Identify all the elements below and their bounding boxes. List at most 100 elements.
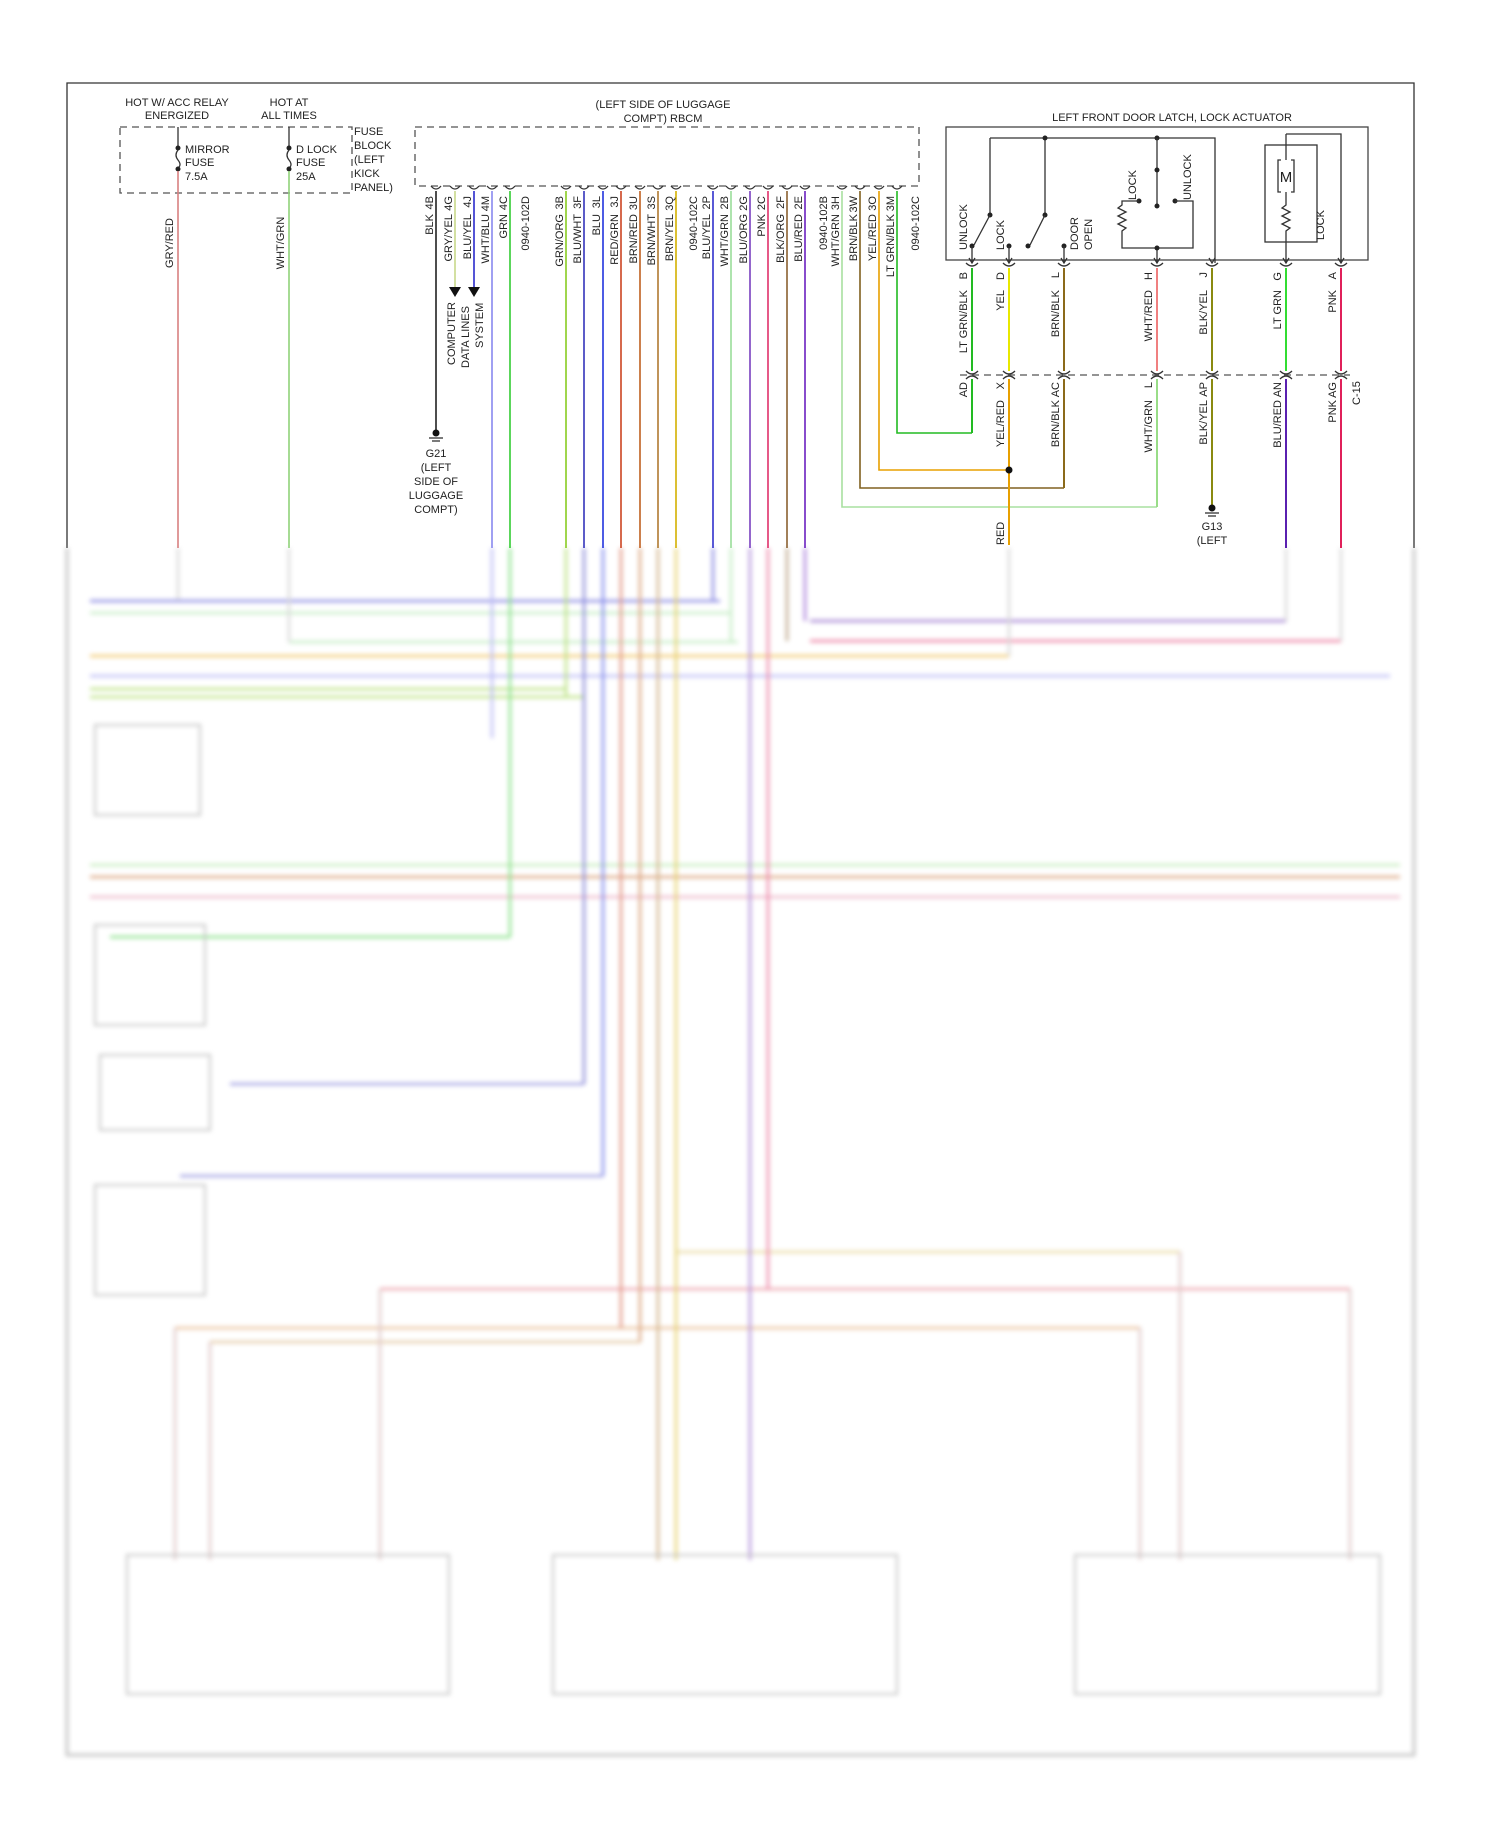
c15-wire-label: BLK/YEL: [1198, 400, 1210, 445]
data-lines-label-3: SYSTEM: [474, 303, 486, 348]
connector-pin-icon: [430, 185, 442, 190]
pin-label: 3J: [609, 196, 621, 208]
motor-label: M: [1280, 169, 1293, 186]
pin-label: 3H: [830, 196, 842, 210]
ground-icon: [1205, 504, 1219, 517]
blurred-lower-diagram: [65, 548, 1416, 1757]
wire-color-label: GRN/ORG: [554, 214, 566, 267]
connector-pin-icon: [1057, 257, 1071, 380]
door-wire-label: LT GRN: [1272, 290, 1284, 329]
motor-lock-label: LOCK: [1315, 209, 1327, 240]
hot-acc-label-2: ENERGIZED: [145, 110, 209, 122]
pin-label: 3F: [572, 196, 584, 209]
door-open-label-2: OPEN: [1083, 219, 1095, 250]
data-lines-label-1: COMPUTER: [446, 302, 458, 365]
c15-pin-label: X: [995, 381, 1007, 389]
connector-pin-icon: [1279, 257, 1293, 380]
pin-label: 4M: [480, 196, 492, 211]
wire-color-label: PNK: [756, 213, 768, 236]
mirror-fuse-label-1: MIRROR: [185, 144, 230, 156]
g21-label-5: COMPT): [414, 504, 457, 516]
wire-color-label: WHT/GRN: [830, 214, 842, 267]
res-unlock-label: UNLOCK: [1182, 153, 1194, 200]
pin-label: 2C: [756, 196, 768, 210]
connector-pin-icon: [1150, 257, 1164, 380]
splice-dot-icon: [1005, 466, 1013, 474]
rbcm-outline: [414, 126, 920, 187]
door-pin-label: D: [995, 272, 1007, 280]
motor-icon: [1264, 133, 1342, 263]
door-pin-label: J: [1198, 272, 1210, 278]
latch-switch-icon: [969, 135, 1216, 263]
lock-switch-label: LOCK: [995, 219, 1007, 250]
c15-pin-label: AC: [1050, 382, 1062, 397]
connector-pin-icon: [560, 185, 572, 190]
pin-label: 2B: [719, 196, 731, 209]
connector-pin-icon: [468, 185, 480, 190]
wire-color-label: WHT/BLU: [480, 214, 492, 264]
wire-color-label: BRN/YEL: [664, 214, 676, 261]
wire-color-label: YEL/RED: [867, 214, 879, 261]
c15-wire-label: BLU/RED: [1272, 400, 1284, 448]
c15-wire-label: WHT/GRN: [1143, 400, 1155, 453]
c15-pin-label: AD: [958, 382, 970, 397]
connector-pin-icon: [725, 185, 737, 190]
connector-id-label: 0940-102C: [910, 196, 922, 250]
connector-pin-icon: [744, 185, 756, 190]
wire-color-label: BRN/RED: [628, 214, 640, 264]
fuse-block-label-4: KICK: [354, 168, 380, 180]
c15-wire-label: BRN/BLK: [1050, 399, 1062, 447]
res-lock-label: LOCK: [1127, 169, 1139, 200]
g13-label-1: G13: [1202, 521, 1223, 533]
pin-label: 3M: [885, 196, 897, 211]
wire-color-label: BLU/YEL: [462, 214, 474, 259]
c15-pin-label: L: [1143, 382, 1155, 388]
dlock-fuse-label-2: FUSE: [296, 157, 325, 169]
arrow-down-icon: [468, 287, 480, 297]
connector-pin-icon: [486, 185, 498, 190]
connector-pin-icon: [781, 185, 793, 190]
mirror-fuse-icon: [175, 127, 181, 172]
connector-pin-icon: [965, 257, 979, 380]
wire-brn-blk: [859, 191, 1064, 489]
wire-wht-grn: [841, 191, 1157, 508]
connector-pin-icon: [1334, 257, 1348, 380]
connector-pin-icon: [597, 185, 609, 190]
door-wire-label: BRN/BLK: [1050, 289, 1062, 337]
door-title: LEFT FRONT DOOR LATCH, LOCK ACTUATOR: [1052, 112, 1292, 124]
c15-wire-label: YEL/RED: [995, 400, 1007, 447]
diagram-frame: [66, 82, 1415, 548]
door-pin-label: L: [1050, 272, 1062, 278]
connector-id-label: 0940-102B: [818, 196, 830, 250]
fuse-block-label-3: (LEFT: [354, 154, 385, 166]
door-wire-label: WHT/RED: [1143, 290, 1155, 341]
pin-label: 2G: [738, 196, 750, 211]
wire-color-label: BLU: [591, 214, 603, 235]
wire-color-label: BLU/ORG: [738, 214, 750, 264]
wire-yel-red: [878, 191, 1009, 471]
wire-color-label: LT GRN/BLK: [885, 213, 897, 277]
wire-lt-grn-blk: [896, 191, 972, 434]
wire-color-label: BLK: [424, 213, 436, 234]
dlock-fuse-rating: 25A: [296, 171, 316, 183]
mirror-fuse-label-2: FUSE: [185, 157, 214, 169]
ground-icon: [429, 429, 443, 442]
wire-color-label: BLU/RED: [793, 214, 805, 262]
connector-pin-icon: [1002, 257, 1016, 380]
connector-pin-icon: [891, 185, 903, 190]
door-wire-label: LT GRN/BLK: [958, 289, 970, 353]
connector-pin-icon: [504, 185, 516, 190]
door-open-label-1: DOOR: [1069, 217, 1081, 250]
wire-color-label: BLU/YEL: [701, 214, 713, 259]
pin-label: 2P: [701, 196, 713, 209]
arrow-down-icon: [449, 287, 461, 297]
connector-pin-icon: [762, 185, 774, 190]
dlock-fuse-label-1: D LOCK: [296, 144, 338, 156]
connector-pin-icon: [707, 185, 719, 190]
wire-label-gry-red: GRY/RED: [164, 218, 176, 268]
pin-label: 3L: [591, 196, 603, 208]
c15-pin-label: AP: [1198, 382, 1210, 397]
pin-label: 3Q: [664, 196, 676, 211]
wire-color-label: GRY/YEL: [443, 214, 455, 262]
connector-pin-icon: [854, 185, 866, 190]
